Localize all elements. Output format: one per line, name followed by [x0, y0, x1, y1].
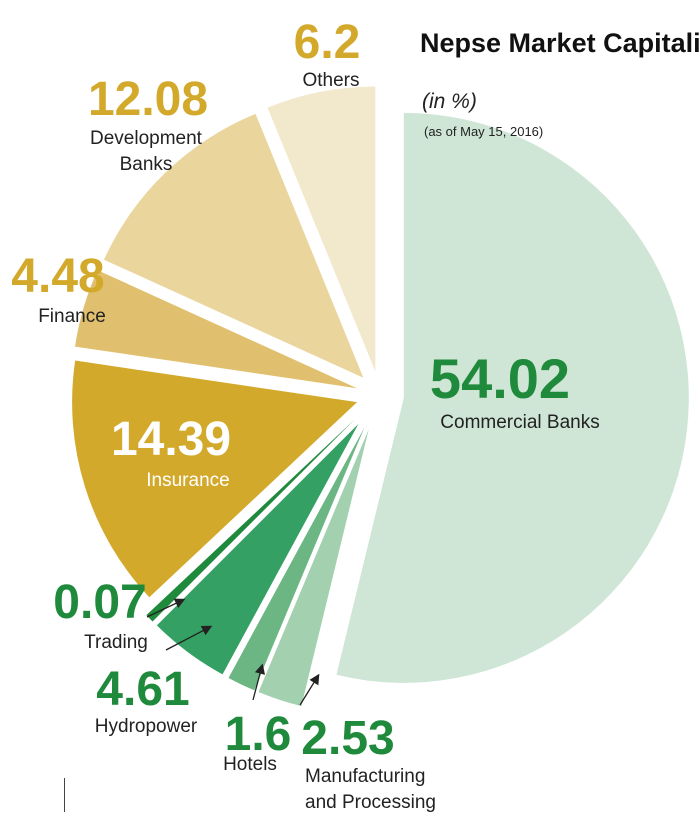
category-label: Development	[90, 128, 203, 149]
value-label: 2.53	[301, 712, 394, 765]
margin-rule	[64, 778, 65, 812]
slice-trading	[146, 420, 355, 622]
slice-others	[267, 86, 376, 372]
value-label: 1.6	[225, 708, 292, 761]
slice-commercial-banks	[336, 112, 689, 683]
slice-insurance	[72, 360, 358, 598]
value-label: 6.2	[294, 16, 361, 69]
category-label: Manufacturing	[305, 766, 425, 787]
category-label: Insurance	[146, 470, 229, 491]
chart-date-note: (as of May 15, 2016)	[424, 124, 543, 139]
leader-arrow	[146, 598, 186, 618]
category-label: Hotels	[223, 754, 277, 775]
category-label: Banks	[120, 154, 173, 175]
category-label: Others	[302, 70, 359, 91]
value-label: 14.39	[111, 413, 231, 466]
pie-slices	[72, 86, 689, 707]
category-label: and Processing	[305, 792, 436, 813]
leader-arrow	[165, 625, 213, 651]
value-label: 0.07	[53, 576, 146, 629]
leader-arrow	[299, 673, 320, 706]
category-label: Commercial Banks	[440, 412, 599, 433]
leader-arrow	[252, 663, 266, 701]
value-label: 12.08	[88, 73, 208, 126]
slice-hydropower	[156, 423, 359, 675]
slice-hotels	[228, 427, 365, 691]
value-label: 54.02	[430, 347, 570, 410]
slice-development-banks	[103, 113, 364, 378]
value-label: 4.48	[11, 250, 104, 303]
slice-manufacturing-and-processing	[258, 429, 369, 707]
chart-subtitle: (in %)	[422, 90, 477, 113]
leader-arrows	[146, 598, 320, 706]
slice-finance	[75, 270, 357, 389]
category-label: Finance	[38, 306, 106, 327]
value-label: 4.61	[96, 663, 189, 716]
category-label: Hydropower	[95, 716, 198, 737]
chart-title: Nepse Market Capitalisation	[420, 28, 700, 58]
category-label: Trading	[84, 632, 148, 653]
